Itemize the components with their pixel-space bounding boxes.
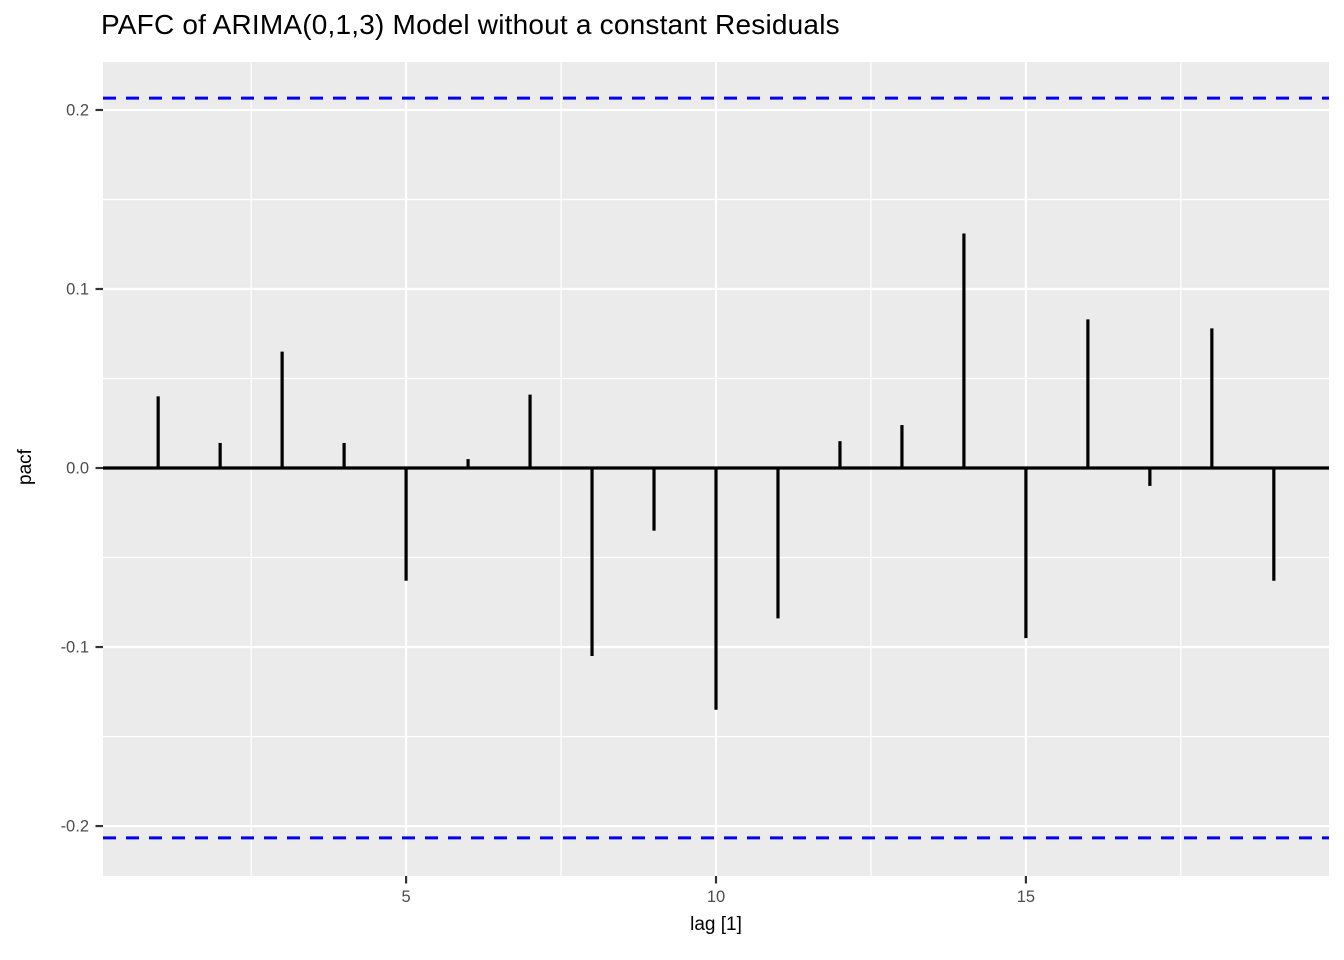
x-tick-label: 10	[707, 888, 725, 906]
plot-title: PAFC of ARIMA(0,1,3) Model without a con…	[101, 9, 840, 40]
y-tick-label: 0.2	[66, 101, 89, 119]
x-axis-title: lag [1]	[690, 914, 742, 935]
y-tick-label: -0.2	[61, 818, 89, 836]
x-tick-label: 5	[401, 888, 410, 906]
y-axis-title: pacf	[15, 449, 36, 485]
y-tick-label: 0.1	[66, 280, 89, 298]
y-tick-label: -0.1	[61, 639, 89, 657]
x-tick-label: 15	[1017, 888, 1035, 906]
y-tick-label: 0.0	[66, 460, 89, 478]
